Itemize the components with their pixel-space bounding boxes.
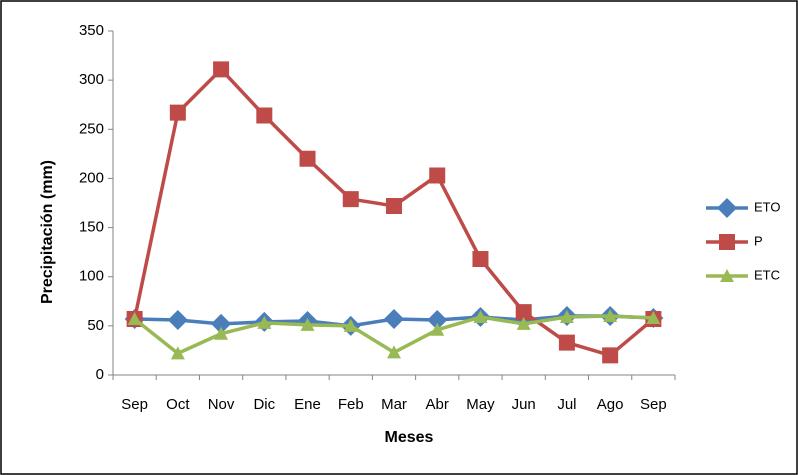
data-point bbox=[299, 150, 316, 167]
x-tick-label: Feb bbox=[338, 396, 364, 413]
legend-marker bbox=[720, 269, 734, 282]
data-point bbox=[386, 197, 402, 214]
legend-label: ETC bbox=[754, 267, 780, 282]
data-point bbox=[430, 322, 445, 336]
y-tick-label: 250 bbox=[79, 120, 104, 137]
data-point bbox=[256, 107, 273, 124]
x-tick-label: Nov bbox=[208, 396, 235, 413]
x-tick-label: Ago bbox=[597, 396, 624, 413]
y-tick-label: 50 bbox=[87, 317, 104, 334]
x-tick-label: Sep bbox=[121, 396, 148, 413]
data-point bbox=[603, 309, 618, 323]
y-tick-label: 100 bbox=[79, 268, 104, 285]
data-point bbox=[472, 251, 489, 268]
legend-marker bbox=[719, 234, 735, 250]
x-tick-label: Mar bbox=[381, 396, 407, 413]
x-tick-label: Ene bbox=[294, 396, 321, 413]
data-point bbox=[646, 310, 661, 324]
legend-label: P bbox=[754, 233, 763, 248]
data-point bbox=[343, 318, 358, 332]
y-axis-title: Precipitación (mm) bbox=[39, 160, 56, 304]
data-point bbox=[427, 309, 448, 330]
y-tick-label: 200 bbox=[79, 169, 104, 186]
data-point bbox=[170, 346, 185, 360]
x-axis-title: Meses bbox=[385, 429, 434, 446]
y-tick-label: 0 bbox=[96, 366, 104, 383]
x-tick-label: Sep bbox=[640, 396, 667, 413]
data-point bbox=[559, 310, 574, 324]
legend-label: ETO bbox=[754, 199, 781, 214]
data-point bbox=[167, 309, 188, 330]
data-point bbox=[384, 308, 404, 329]
data-point bbox=[300, 317, 315, 331]
data-point bbox=[473, 310, 488, 324]
data-point bbox=[558, 334, 575, 351]
data-point bbox=[387, 345, 401, 359]
x-tick-label: May bbox=[466, 396, 495, 413]
x-tick-label: Jul bbox=[557, 396, 576, 413]
data-point bbox=[127, 311, 142, 325]
data-point bbox=[169, 104, 186, 121]
y-tick-label: 350 bbox=[79, 22, 104, 39]
data-point bbox=[516, 316, 531, 330]
y-tick-label: 300 bbox=[79, 71, 104, 88]
data-point bbox=[213, 61, 230, 78]
x-tick-label: Oct bbox=[166, 396, 190, 413]
legend-marker bbox=[717, 198, 737, 218]
data-point bbox=[211, 313, 232, 334]
x-tick-label: Jun bbox=[512, 396, 536, 413]
data-point bbox=[602, 347, 619, 364]
x-tick-label: Abr bbox=[426, 396, 449, 413]
data-point bbox=[257, 315, 272, 329]
data-point bbox=[429, 167, 446, 184]
y-tick-label: 150 bbox=[79, 219, 104, 236]
data-point bbox=[342, 191, 359, 208]
x-tick-label: Dic bbox=[253, 396, 275, 413]
data-point bbox=[214, 326, 229, 340]
data-point bbox=[515, 304, 532, 321]
